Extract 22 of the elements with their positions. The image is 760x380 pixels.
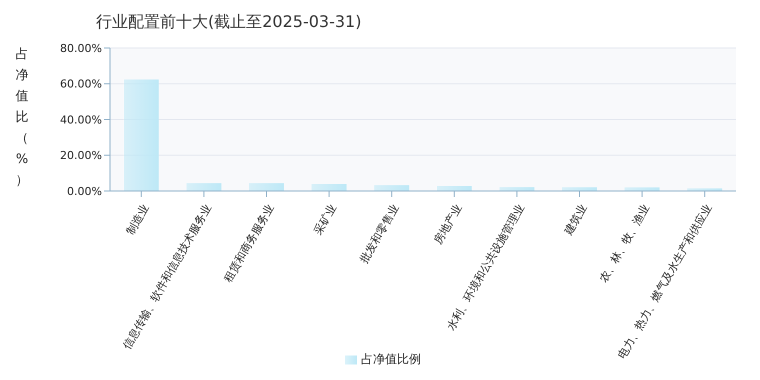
- y-tick-label: 60.00%: [60, 78, 102, 91]
- legend-label: 占净值比例: [361, 352, 421, 366]
- bar: [124, 79, 159, 191]
- y-tick-label: 80.00%: [60, 42, 102, 55]
- chart-title: 行业配置前十大(截止至2025-03-31): [96, 12, 362, 33]
- y-tick-label: 40.00%: [60, 113, 102, 126]
- x-tick-label: 制造业: [124, 202, 152, 238]
- x-tick-label: 建筑业: [561, 202, 590, 238]
- y-tick-label: 20.00%: [60, 149, 102, 162]
- bar: [186, 183, 222, 191]
- x-tick-label: 租赁和商务服务业: [221, 202, 277, 285]
- bar: [374, 185, 410, 191]
- y-axis-title: 占净值比（%）: [16, 47, 28, 188]
- y-tick-label: 0.00%: [67, 184, 102, 198]
- bar: [562, 187, 597, 191]
- bar: [436, 186, 472, 191]
- x-tick-label: 采矿业: [311, 202, 340, 238]
- bar: [312, 184, 347, 191]
- x-tick-label: 批发和零售业: [358, 202, 402, 266]
- bar: [248, 183, 284, 191]
- x-tick-label: 房地产业: [431, 202, 464, 247]
- x-tick-label: 农、林、牧、渔业: [596, 202, 652, 285]
